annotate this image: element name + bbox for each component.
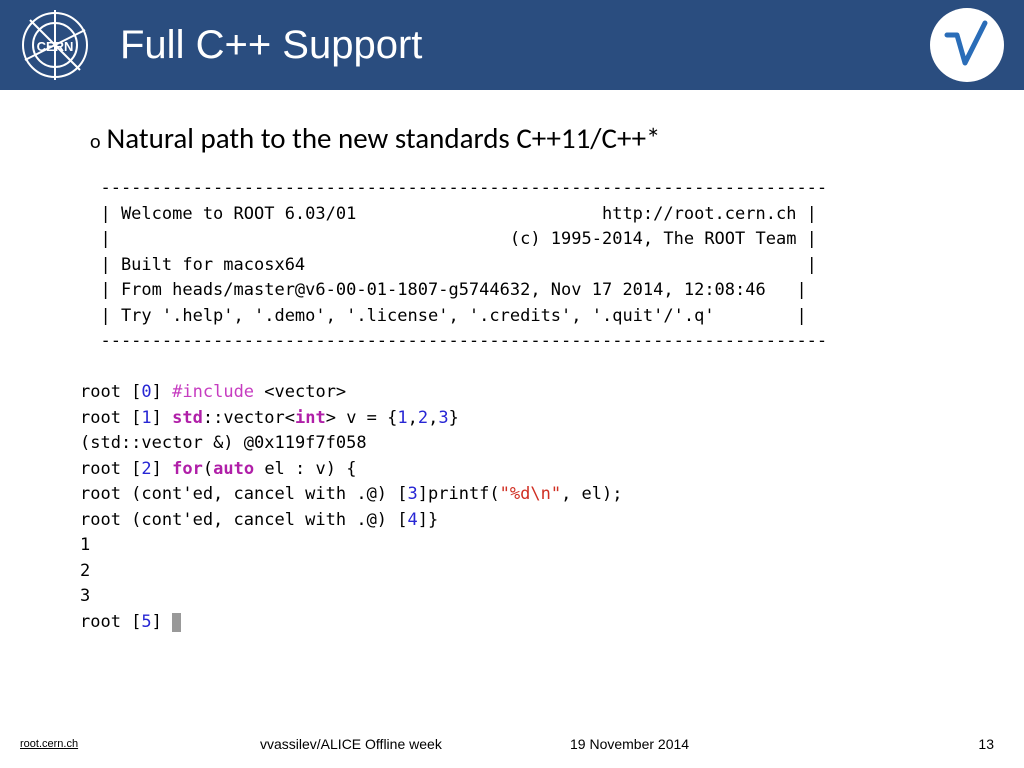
- bullet-text: Natural path to the new standards C++11/…: [107, 120, 661, 156]
- bullet-item: oNatural path to the new standards C++11…: [90, 120, 964, 156]
- terminal-output: ----------------------------------------…: [80, 176, 964, 635]
- svg-text:CERN: CERN: [37, 39, 74, 54]
- footer-page-number: 13: [978, 736, 994, 752]
- slide-title: Full C++ Support: [120, 23, 422, 68]
- slide-content: oNatural path to the new standards C++11…: [0, 90, 1024, 635]
- slide-footer: root.cern.ch vvassilev/ALICE Offline wee…: [0, 738, 1024, 750]
- bullet-marker: o: [90, 130, 101, 154]
- footer-url: root.cern.ch: [20, 738, 78, 750]
- slide-header: CERN Full C++ Support: [0, 0, 1024, 90]
- footer-date: 19 November 2014: [570, 736, 689, 752]
- root-badge-icon: [930, 8, 1004, 82]
- footer-author: vvassilev/ALICE Offline week: [260, 736, 442, 752]
- cern-logo: CERN: [0, 0, 110, 90]
